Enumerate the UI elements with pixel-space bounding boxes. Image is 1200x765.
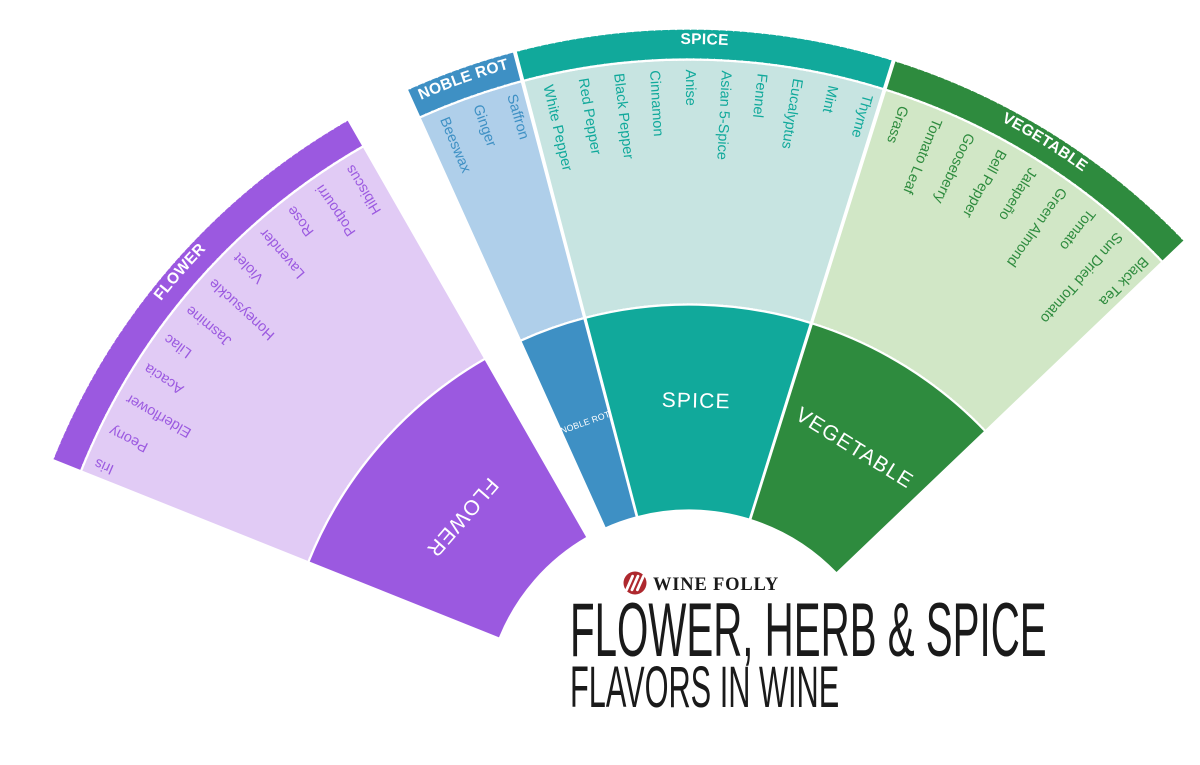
svg-text:Anise: Anise <box>682 69 698 105</box>
svg-text:FLAVORS IN WINE: FLAVORS IN WINE <box>570 655 839 720</box>
svg-text:SPICE: SPICE <box>661 389 731 414</box>
svg-text:SPICE: SPICE <box>680 31 729 49</box>
